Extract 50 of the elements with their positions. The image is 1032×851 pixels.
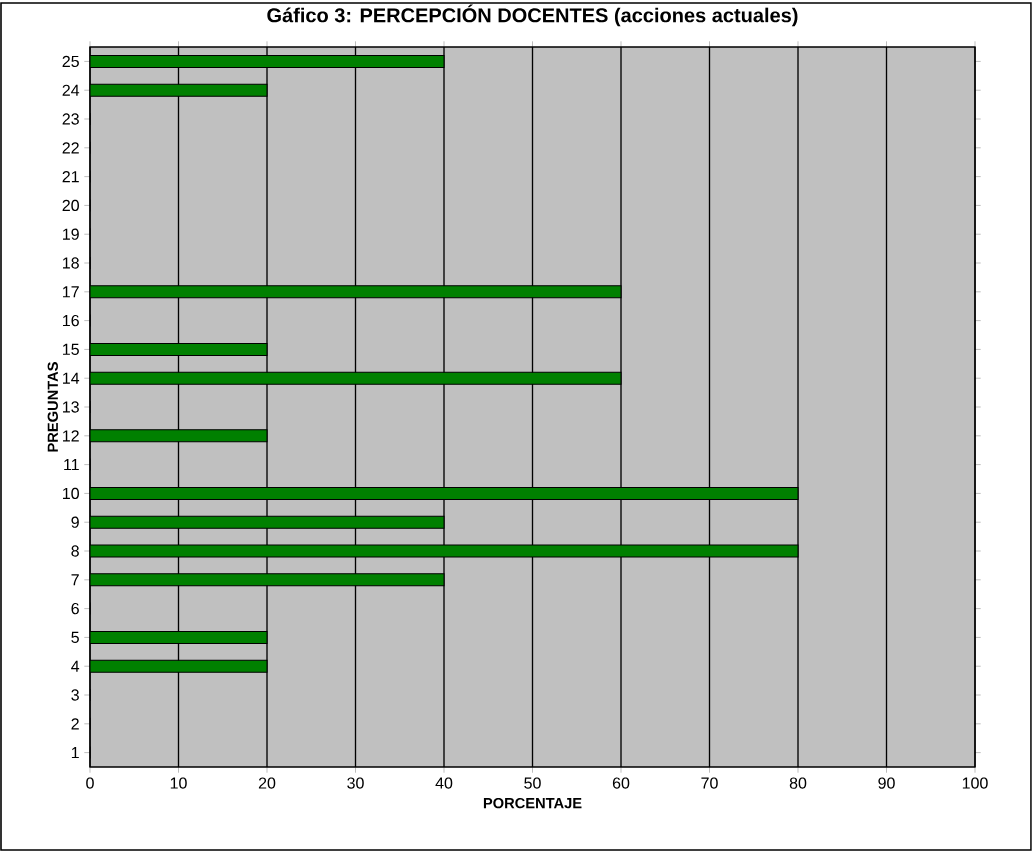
bar bbox=[90, 371, 622, 385]
y-tick-label: 18 bbox=[63, 257, 79, 269]
y-tick-label: 19 bbox=[63, 228, 79, 240]
y-tick-label: 11 bbox=[64, 459, 79, 471]
y-tick-label: 4 bbox=[71, 660, 80, 672]
x-axis-title: PORCENTAJE bbox=[483, 797, 582, 809]
y-tick-label: 22 bbox=[62, 142, 79, 154]
x-tick-label: 0 bbox=[86, 777, 94, 789]
x-tick-label: 10 bbox=[170, 777, 187, 789]
y-axis-title: PREGUNTAS bbox=[47, 362, 58, 452]
bar bbox=[90, 515, 445, 529]
x-tick-label: 40 bbox=[435, 777, 453, 789]
bar bbox=[90, 573, 445, 587]
x-tick-label: 70 bbox=[701, 777, 718, 789]
bar bbox=[90, 429, 268, 443]
y-tick-label: 20 bbox=[62, 199, 79, 212]
y-tick-label: 24 bbox=[62, 84, 80, 96]
x-tick-label: 30 bbox=[347, 777, 364, 789]
x-tick-label: 60 bbox=[612, 777, 630, 789]
x-tick-label: 80 bbox=[789, 777, 807, 789]
y-tick-label: 1 bbox=[71, 747, 79, 759]
y-tick-label: 5 bbox=[71, 631, 79, 643]
y-tick-label: 10 bbox=[63, 487, 79, 500]
y-tick-label: 25 bbox=[62, 55, 79, 68]
y-tick-label: 12 bbox=[63, 430, 79, 442]
y-tick-label: 13 bbox=[63, 401, 79, 413]
y-tick-label: 14 bbox=[63, 372, 80, 384]
y-tick-label: 21 bbox=[62, 171, 79, 183]
bar bbox=[90, 342, 268, 356]
y-tick-label: 15 bbox=[63, 343, 79, 355]
x-tick-label: 20 bbox=[258, 777, 276, 789]
bar bbox=[90, 83, 268, 97]
y-tick-label: 17 bbox=[63, 286, 79, 298]
bar bbox=[90, 54, 445, 68]
chart-title: Gáfico 3: PERCEPCIÓN DOCENTES (acciones actuales) bbox=[267, 4, 798, 27]
y-tick-label: 23 bbox=[62, 113, 79, 125]
y-tick-label: 9 bbox=[71, 516, 79, 528]
y-tick-label: 7 bbox=[71, 574, 79, 586]
bar bbox=[90, 630, 268, 644]
bar bbox=[90, 659, 268, 673]
bar bbox=[90, 285, 622, 299]
y-tick-label: 2 bbox=[71, 718, 79, 730]
x-tick-label: 100 bbox=[962, 777, 988, 789]
y-tick-label: 3 bbox=[71, 689, 79, 701]
y-tick-label: 16 bbox=[63, 314, 79, 327]
bar bbox=[90, 486, 799, 500]
y-tick-label: 6 bbox=[71, 602, 79, 615]
y-tick-label: 8 bbox=[71, 545, 79, 557]
x-tick-label: 50 bbox=[524, 777, 541, 789]
x-tick-label: 90 bbox=[878, 777, 895, 789]
